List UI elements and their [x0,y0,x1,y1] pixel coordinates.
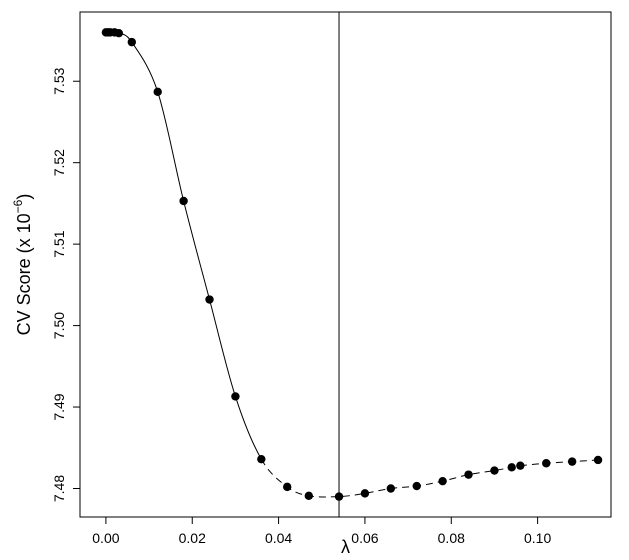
data-point [567,457,577,466]
data-point [412,481,421,491]
data-point [593,455,603,465]
x-tick-label: 0.06 [351,530,378,546]
data-point [304,491,314,501]
data-point [231,392,240,401]
data-point [114,28,124,38]
data-point [257,454,266,464]
y-tick-label: 7.50 [51,312,67,339]
x-tick-label: 0.00 [92,530,119,546]
x-axis-title: λ [341,537,350,557]
data-point [153,87,162,97]
y-axis-title: CV Score (x 10−6) [11,194,34,336]
y-tick-label: 7.49 [51,393,67,420]
y-tick-label: 7.53 [51,67,67,94]
x-tick-label: 0.02 [179,530,206,546]
y-axis: 7.48 7.49 7.50 7.51 7.52 7.53 [51,67,80,502]
data-point [542,459,551,468]
y-axis-title-exponent: −6 [11,199,25,213]
plot-frame [79,11,612,518]
data-point [464,470,473,479]
y-axis-title-close: ) [14,194,34,200]
x-tick-label: 0.08 [438,530,465,546]
y-tick-label: 7.48 [51,475,67,502]
data-point [179,196,188,206]
data-point [386,484,396,493]
y-tick-label: 7.51 [51,230,67,257]
x-tick-label: 0.10 [524,530,551,546]
y-axis-title-main: CV Score (x 10 [14,213,34,335]
x-tick-label: 0.04 [265,530,292,546]
y-tick-label: 7.52 [51,149,67,176]
data-point [438,476,447,486]
data-point [205,295,214,304]
data-points [101,28,603,501]
data-point [127,37,137,47]
data-point [283,482,292,492]
data-point [507,463,516,472]
data-point [360,489,370,498]
x-axis: 0.00 0.02 0.04 0.06 0.08 0.10 [92,517,551,546]
data-point [490,466,499,475]
data-point [334,492,344,501]
data-point [516,461,525,470]
